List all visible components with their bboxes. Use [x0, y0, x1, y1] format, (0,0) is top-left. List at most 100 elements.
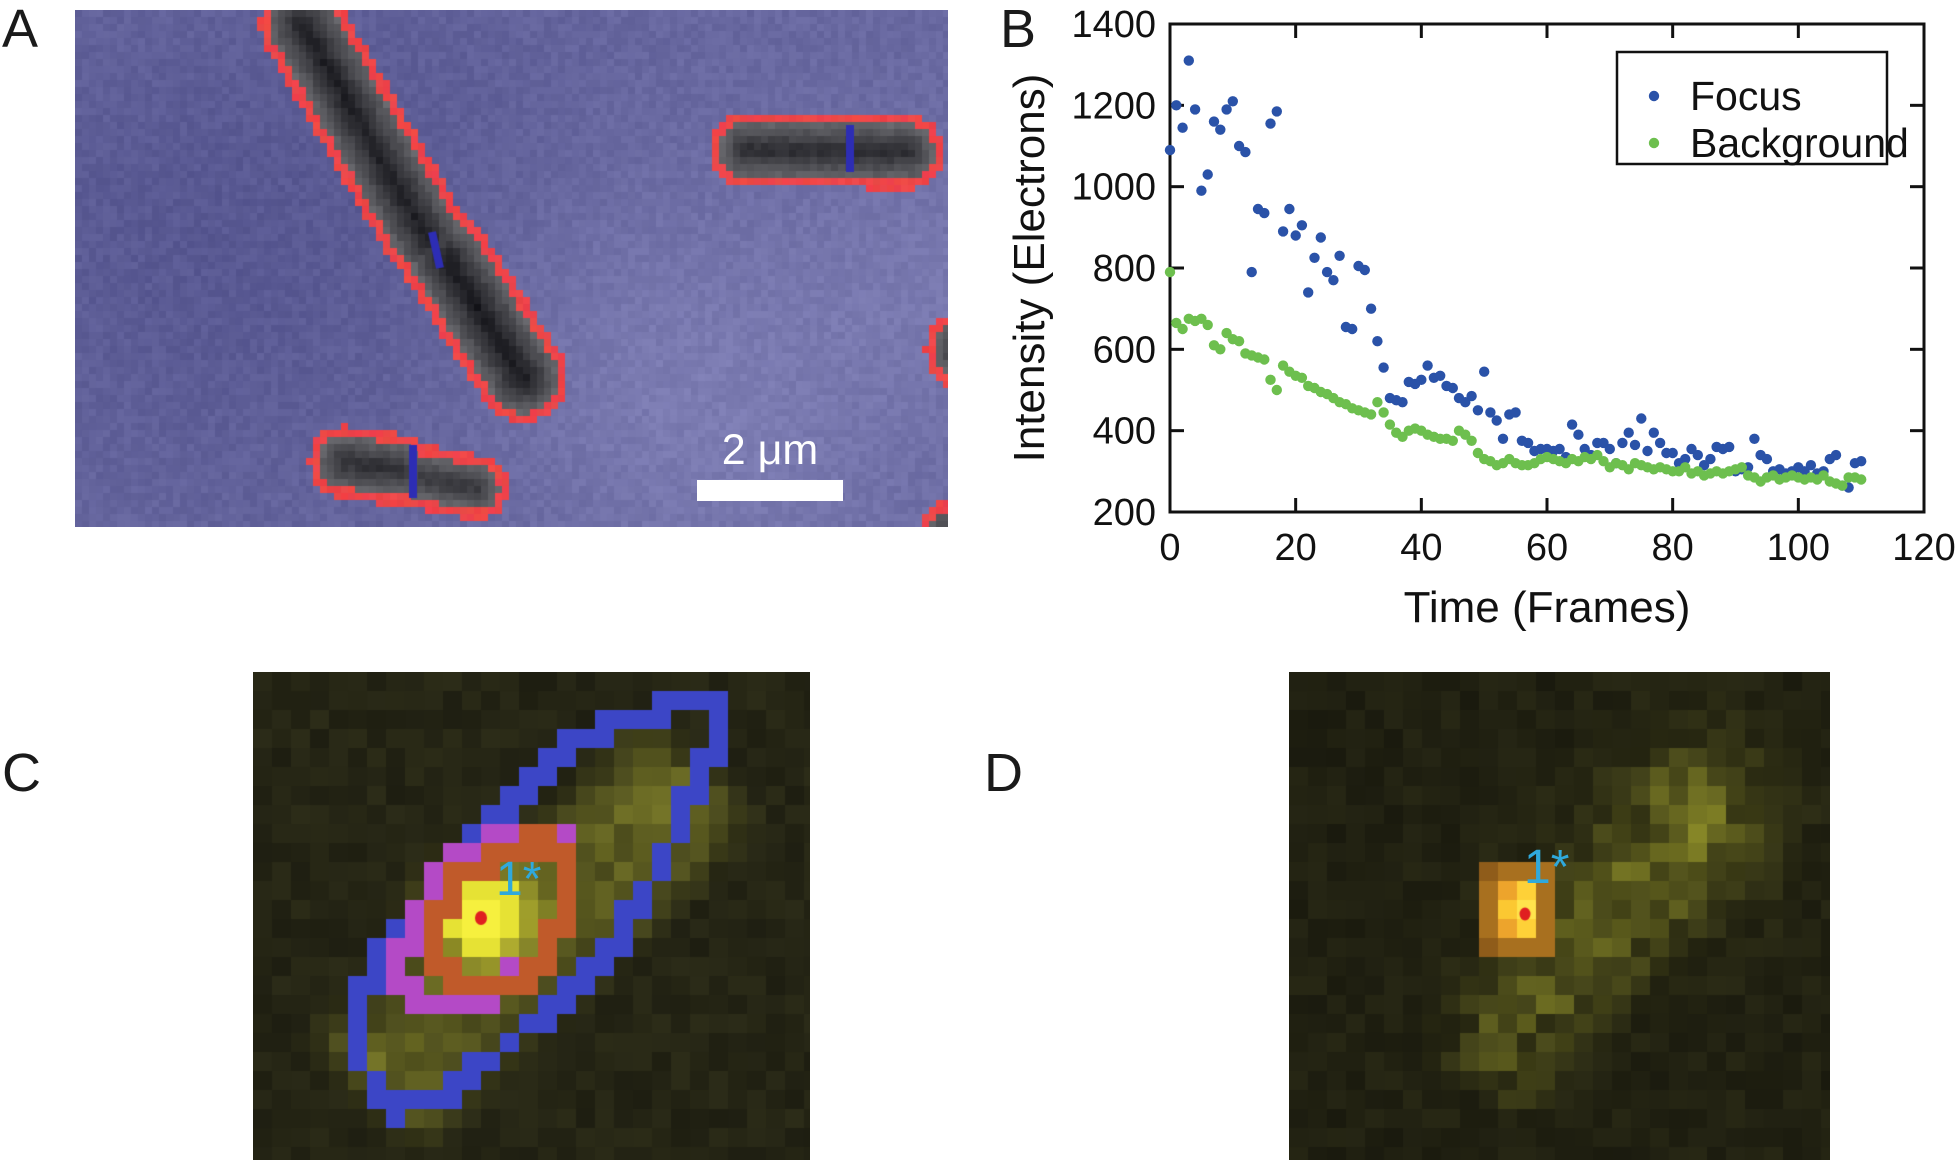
data-point-focus: [1805, 460, 1817, 471]
data-point-background: [1202, 319, 1213, 331]
panel-c-spot-label: 1*: [496, 853, 542, 906]
x-tick-label: 120: [1892, 527, 1955, 569]
x-axis-title: Time (Frames): [1404, 583, 1691, 632]
data-point-focus: [1485, 407, 1496, 418]
data-point-focus: [1422, 360, 1433, 371]
x-tick-label: 20: [1275, 527, 1317, 569]
data-point-focus: [1183, 55, 1194, 66]
data-point-background: [1365, 409, 1377, 420]
data-point-background: [1856, 474, 1867, 485]
data-point-focus: [1189, 104, 1201, 115]
data-point-focus: [1296, 220, 1308, 231]
legend-label-background: Background: [1690, 120, 1909, 166]
data-point-focus: [1164, 144, 1176, 156]
data-point-focus: [1573, 429, 1584, 440]
data-point-focus: [1303, 287, 1314, 298]
panel-d-spot-label: 1*: [1524, 841, 1570, 894]
legend-box: [1615, 50, 1889, 166]
panel-d-label: D: [984, 743, 1023, 803]
data-point-focus: [1623, 427, 1634, 438]
data-point-background: [1259, 354, 1270, 365]
legend-marker-focus: [1648, 90, 1660, 102]
data-point-focus: [1472, 405, 1484, 416]
data-point-focus: [1290, 230, 1301, 241]
data-point-focus: [1629, 439, 1641, 451]
data-point-focus: [1466, 390, 1477, 402]
data-point-focus: [1522, 437, 1534, 449]
scale-bar: [697, 480, 843, 501]
data-point-focus: [1321, 266, 1333, 278]
data-point-background: [1215, 344, 1226, 355]
y-tick-label: 400: [1093, 411, 1156, 453]
data-point-focus: [1372, 336, 1383, 347]
data-point-focus: [1648, 427, 1659, 438]
data-point-focus: [1554, 443, 1565, 455]
data-point-focus: [1271, 106, 1282, 117]
data-point-focus: [1202, 169, 1213, 180]
data-point-background: [1296, 372, 1308, 383]
data-point-focus: [1667, 447, 1678, 459]
data-point-focus: [1315, 232, 1326, 243]
data-point-focus: [1705, 453, 1716, 465]
data-point-focus: [1259, 207, 1270, 219]
data-point-focus: [1642, 445, 1653, 457]
data-point-focus: [1604, 443, 1615, 455]
data-point-focus: [1265, 118, 1276, 129]
data-point-background: [1177, 323, 1188, 335]
data-point-focus: [1240, 146, 1251, 158]
data-point-focus: [1692, 449, 1703, 461]
data-point-background: [1271, 384, 1282, 396]
y-axis-title: Intensity (Electrons): [1005, 74, 1054, 463]
data-point-background: [1837, 480, 1848, 491]
data-point-background: [1372, 397, 1383, 408]
y-tick-label: 200: [1093, 492, 1156, 534]
data-point-focus: [1347, 323, 1358, 335]
data-point-focus: [1491, 415, 1502, 426]
data-point-focus: [1435, 370, 1446, 381]
panel-a-microscopy-image: [75, 10, 948, 527]
data-point-focus: [1566, 419, 1578, 430]
data-point-focus: [1359, 264, 1370, 276]
y-tick-label: 800: [1093, 248, 1156, 290]
data-point-background: [1233, 336, 1245, 347]
data-point-focus: [1749, 433, 1760, 444]
data-point-focus: [1856, 456, 1867, 467]
x-tick-label: 60: [1526, 527, 1568, 569]
x-tick-label: 0: [1159, 527, 1180, 569]
intensity-time-chart: 0 20 40 60 80 100 120 200 400 600 800 1000 1200 1400 T…: [1005, 4, 1956, 632]
panel-c-fluorescence-image: [253, 672, 810, 1160]
data-point-background: [1466, 435, 1477, 446]
legend-marker-background: [1648, 137, 1660, 149]
data-point-focus: [1227, 96, 1238, 107]
data-point-focus: [1510, 407, 1521, 418]
data-point-focus: [1328, 275, 1339, 286]
data-point-focus: [1479, 366, 1490, 377]
data-point-background: [1736, 462, 1747, 473]
data-point-focus: [1215, 124, 1226, 135]
data-point-focus: [1497, 433, 1509, 444]
data-point-focus: [1654, 437, 1666, 449]
data-point-background: [1384, 419, 1396, 430]
data-point-focus: [1196, 185, 1207, 196]
data-point-focus: [1617, 437, 1628, 449]
data-point-focus: [1365, 303, 1377, 314]
data-point-focus: [1171, 100, 1182, 111]
data-point-focus: [1378, 362, 1389, 373]
data-point-focus: [1724, 441, 1735, 453]
data-point-focus: [1830, 449, 1842, 461]
data-point-focus: [1397, 397, 1408, 408]
x-tick-label: 80: [1652, 527, 1694, 569]
y-tick-label: 1200: [1071, 85, 1156, 127]
data-point-focus: [1680, 453, 1691, 465]
panel-c-label: C: [2, 743, 41, 803]
data-point-focus: [1416, 374, 1427, 385]
data-point-focus: [1334, 250, 1345, 261]
data-point-focus: [1284, 203, 1295, 215]
data-point-focus: [1177, 122, 1188, 133]
data-point-focus: [1761, 453, 1773, 465]
y-tick-label: 1400: [1071, 4, 1156, 46]
y-tick-label: 600: [1093, 329, 1156, 371]
data-point-focus: [1246, 266, 1257, 278]
legend-label-focus: Focus: [1690, 73, 1802, 119]
